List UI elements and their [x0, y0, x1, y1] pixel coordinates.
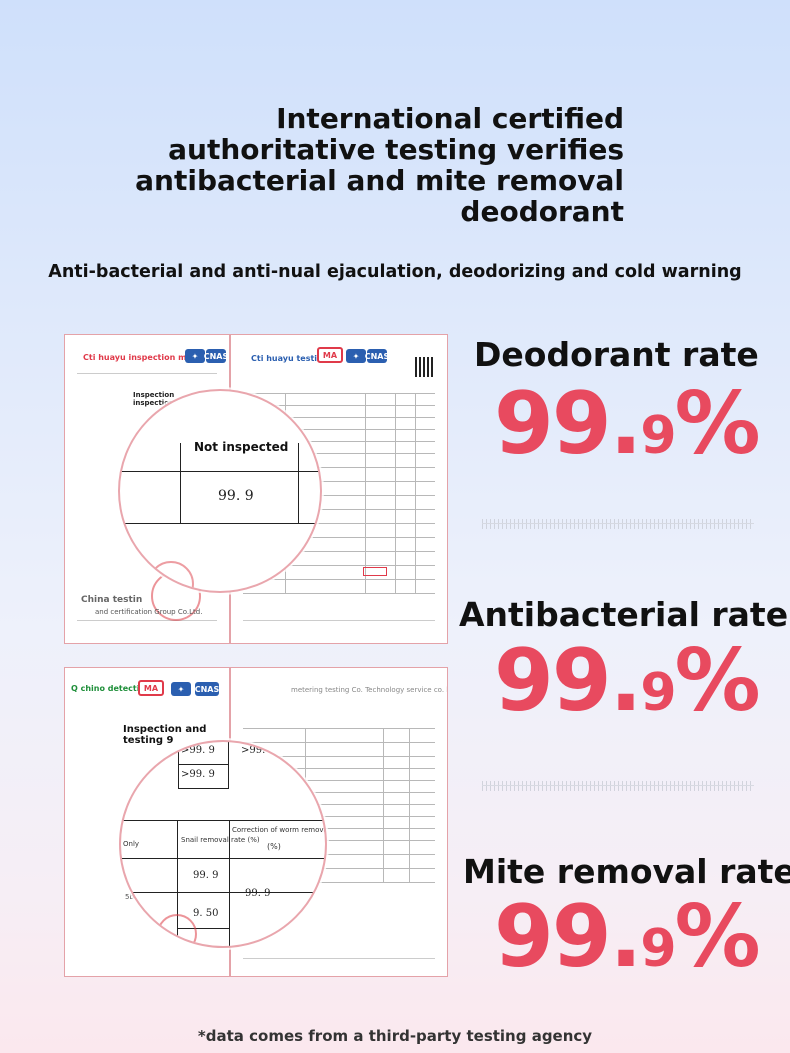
snail-removal-header: Snail removal rate (%)	[181, 836, 260, 844]
cnas-logo: CNAS	[204, 349, 228, 363]
report1-footer-sub: and certification Group Co.Ltd.	[95, 608, 203, 616]
magnified-result-2: >99. 9 >99. 9 >99. 9 Snail removal rate …	[119, 740, 327, 948]
subheadline: Anti-bacterial and anti-nual ejaculation…	[48, 262, 742, 282]
report2-callout-header: Inspection and testing 9	[123, 724, 207, 746]
ma-logo: MA	[317, 347, 343, 363]
headline-line-4: deodorant	[460, 195, 624, 228]
deodorant-rate-label: Deodorant rate	[474, 335, 759, 374]
divider-ruler-1	[482, 519, 754, 529]
test-report-1: Cti huayu inspection ma ✦ CNAS Cti huayu…	[64, 334, 448, 644]
deodorant-rate-value: 99.9%	[494, 374, 761, 474]
headline-line-1: International certified	[276, 102, 624, 135]
ilac-logo: ✦	[185, 349, 205, 363]
report1-callout-header: Inspection inspection	[133, 391, 175, 407]
report1-footer-text: China testin	[81, 595, 143, 605]
snail-removal-value: 99. 9	[193, 870, 219, 881]
correction-value: 99. 9	[245, 888, 271, 899]
correction-unit: (%)	[267, 842, 281, 851]
mite-removal-rate-label: Mite removal rate	[463, 852, 790, 891]
row-value-3: >99. 9	[181, 769, 215, 780]
row-value-1: >99. 9	[181, 745, 215, 756]
divider-ruler-2	[482, 781, 754, 791]
ma-logo-2: MA	[138, 680, 164, 696]
result-value: 99. 9	[218, 488, 254, 504]
report1-brand-left: Cti huayu inspection ma	[83, 353, 192, 362]
page-headline: International certified authoritative te…	[104, 103, 624, 227]
cnas-logo-2: CNAS	[365, 349, 389, 363]
extra-value: 9. 50	[193, 908, 219, 919]
report2-brand-left: Q chino detection	[71, 684, 151, 693]
ilac-logo-2: ✦	[346, 349, 366, 363]
report2-row-5b: 5b	[125, 893, 134, 901]
antibacterial-rate-value: 99.9%	[494, 631, 761, 731]
footnote: *data comes from a third-party testing a…	[197, 1027, 593, 1045]
row-only-label: Only	[123, 840, 140, 848]
qr-code-icon	[415, 357, 435, 377]
test-report-2: Q chino detection MA ✦ CNAS metering tes…	[64, 667, 448, 977]
seal-stamp-2	[157, 914, 197, 946]
mite-removal-rate-value: 99.9%	[494, 887, 761, 987]
antibacterial-rate-label: Antibacterial rate	[459, 595, 789, 634]
not-inspected-label: Not inspected	[194, 440, 289, 454]
report1-brand-right: Cti huayu testing	[251, 354, 329, 363]
headline-line-2: authoritative testing verifies	[168, 133, 624, 166]
headline-line-3: antibacterial and mite removal	[135, 164, 624, 197]
cnas-logo-3: CNAS	[195, 682, 219, 696]
correction-header: Correction of worm removal rate	[232, 826, 327, 834]
report2-header-right: metering testing Co. Technology service …	[291, 686, 448, 694]
row-value-2: >99. 9	[241, 745, 275, 756]
ilac-logo-3: ✦	[171, 682, 191, 696]
magnified-result-1: Not inspected 99. 9	[118, 389, 322, 593]
